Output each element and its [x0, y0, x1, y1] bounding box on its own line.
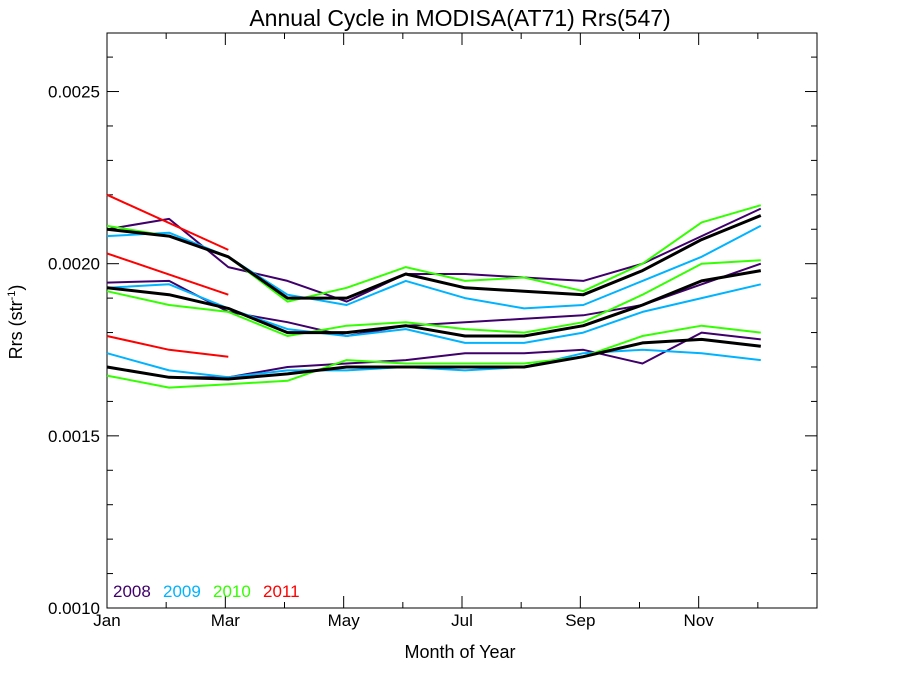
y-tick-label: 0.0025 — [48, 83, 100, 102]
x-tick-label: Nov — [684, 611, 715, 630]
series-line-mean — [106, 337, 761, 381]
series-line-2010 — [106, 259, 761, 337]
series-line-2011 — [106, 252, 229, 296]
axes: Jan Mar May Jul Sep Nov 0.0010 0.0015 0.0020 0.00… — [48, 32, 818, 630]
plot-frame — [106, 32, 818, 609]
y-tick-label: 0.0020 — [48, 255, 100, 274]
x-tick-label: Sep — [565, 611, 595, 630]
legend: 2008 2009 2010 2011 — [113, 582, 300, 601]
chart-title: Annual Cycle in MODISA(AT71) Rrs(547) — [249, 5, 670, 31]
series-line-2009 — [106, 348, 761, 379]
series-line-2011 — [106, 335, 229, 358]
x-tick-label: Jul — [451, 611, 473, 630]
x-tick-label: Jan — [93, 611, 120, 630]
y-tick-label: 0.0010 — [48, 599, 100, 618]
series-line-mean — [106, 269, 762, 338]
x-tick-label: Mar — [211, 611, 241, 630]
y-axis-label: Rrs (str-1) — [6, 285, 26, 360]
legend-label-2009: 2009 — [163, 582, 201, 601]
x-tick-label: May — [328, 611, 361, 630]
series-lines — [106, 193, 762, 389]
legend-label-2010: 2010 — [213, 582, 251, 601]
legend-label-2011: 2011 — [263, 582, 300, 601]
series-line-2011 — [106, 193, 229, 251]
y-tick-label: 0.0015 — [48, 427, 100, 446]
y-axis-label-superscript: -1 — [6, 291, 18, 301]
series-line-mean — [106, 214, 762, 300]
legend-label-2008: 2008 — [113, 582, 151, 601]
x-axis-label: Month of Year — [404, 642, 515, 662]
y-axis-label-main: Rrs (str — [6, 300, 26, 359]
series-line-2010 — [106, 324, 761, 389]
series-line-2009 — [106, 283, 762, 344]
y-axis-label-end: ) — [6, 285, 26, 291]
